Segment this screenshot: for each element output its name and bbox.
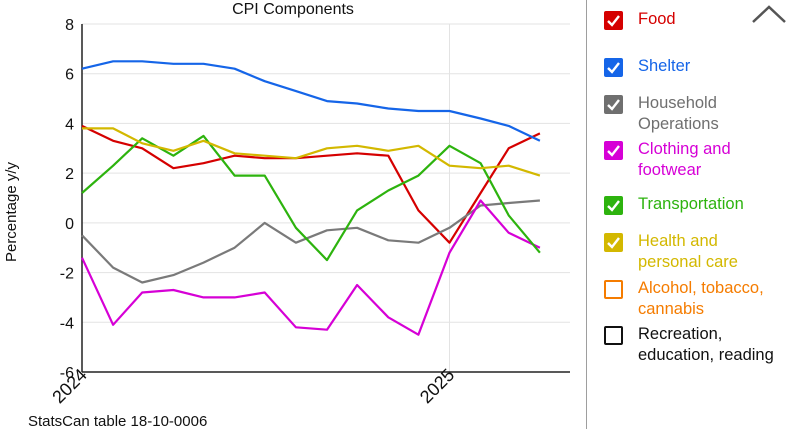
panel-divider: [586, 0, 587, 429]
legend-item-health-and-personal-care[interactable]: Health and personal care: [604, 231, 738, 273]
series-line-shelter: [81, 60, 541, 142]
legend-item-clothing-and-footwear[interactable]: Clothing and footwear: [604, 139, 731, 181]
checkbox-unchecked-icon[interactable]: [604, 326, 623, 345]
legend-label: Health and personal care: [638, 232, 738, 271]
checkbox-checked-icon[interactable]: [604, 11, 623, 30]
y-tick-label: 6: [65, 67, 74, 84]
legend-item-shelter[interactable]: Shelter: [604, 56, 690, 77]
y-tick-label: 2: [65, 166, 74, 183]
checkbox-checked-icon[interactable]: [604, 196, 623, 215]
grid-lines: [81, 23, 570, 373]
legend-label: Clothing and footwear: [638, 140, 731, 179]
chart-title: CPI Components: [232, 1, 354, 18]
collapse-legend-button[interactable]: [750, 2, 788, 28]
chart-area: 8 6 4 2 0 -2 -4 -6 2024 2025 CPI Components Perce…: [3, 1, 570, 429]
series-line-clothing-and-footwear: [81, 199, 541, 336]
y-tick-label: 8: [65, 17, 74, 34]
checkbox-checked-icon[interactable]: [604, 141, 623, 160]
x-tick-label: 2024: [48, 365, 90, 407]
legend-item-transportation[interactable]: Transportation: [604, 194, 744, 215]
series-lines: [81, 60, 541, 336]
checkbox-checked-icon[interactable]: [604, 95, 623, 114]
legend-label: Alcohol, tobacco, cannabis: [638, 279, 764, 318]
legend-panel: Food Shelter Household Operations Clothing …: [604, 0, 789, 429]
y-tick-label: 4: [65, 116, 74, 133]
x-tick-label: 2025: [416, 365, 458, 407]
legend-label: Food: [638, 10, 676, 28]
y-tick-label: -6: [60, 365, 74, 382]
y-tick-label: -2: [60, 266, 74, 283]
legend-item-alcohol-tobacco-cannabis[interactable]: Alcohol, tobacco, cannabis: [604, 278, 764, 320]
checkbox-checked-icon[interactable]: [604, 58, 623, 77]
checkbox-checked-icon[interactable]: [604, 233, 623, 252]
source-label: StatsCan table 18-10-0006: [28, 413, 207, 429]
y-axis-label: Percentage y/y: [3, 161, 20, 262]
axes: [81, 24, 570, 373]
legend-label: Transportation: [638, 195, 744, 213]
legend-item-household-operations[interactable]: Household Operations: [604, 93, 719, 135]
y-tick-label: 0: [65, 216, 74, 233]
legend-label: Recreation, education, reading: [638, 325, 774, 364]
checkbox-unchecked-icon[interactable]: [604, 280, 623, 299]
series-line-household-operations: [81, 199, 540, 284]
legend-label: Shelter: [638, 57, 691, 75]
series-line-health-and-personal-care: [82, 127, 541, 177]
chevron-up-icon: [752, 5, 786, 23]
legend-item-recreation-education-reading[interactable]: Recreation, education, reading: [604, 324, 774, 366]
y-tick-label: -4: [60, 315, 74, 332]
legend-item-food[interactable]: Food: [604, 9, 676, 30]
legend-label: Household Operations: [638, 94, 719, 133]
